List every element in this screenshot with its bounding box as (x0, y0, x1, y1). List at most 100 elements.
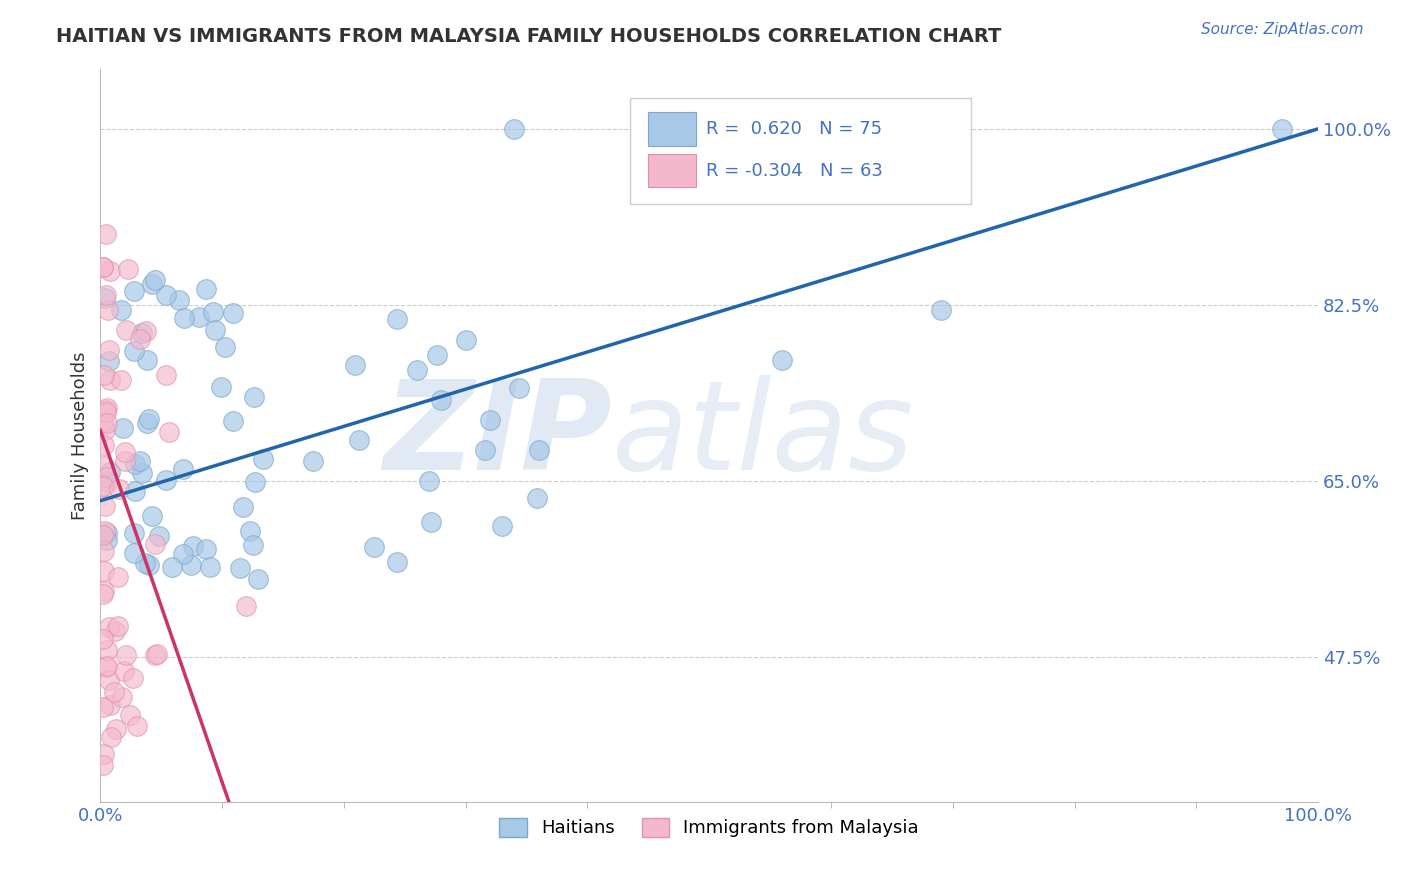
Point (155, 288, 177, 302)
Point (96, 475, 118, 489)
Text: ZIP: ZIP (382, 375, 612, 496)
Point (100, 730, 122, 744)
Point (160, 559, 183, 574)
Point (96, 288, 118, 302)
FancyBboxPatch shape (648, 112, 696, 145)
Point (122, 285, 145, 299)
Point (124, 484, 146, 499)
Point (131, 466, 153, 480)
Point (129, 454, 152, 468)
Point (97, 620, 120, 634)
Point (387, 312, 409, 326)
Point (112, 421, 135, 435)
Point (110, 302, 132, 317)
Point (122, 546, 145, 560)
Point (344, 358, 367, 372)
Point (508, 381, 530, 395)
Point (122, 525, 145, 540)
Point (138, 558, 160, 573)
Point (474, 442, 496, 457)
Point (243, 475, 266, 490)
Point (96, 533, 118, 548)
Point (406, 363, 429, 377)
Point (135, 324, 157, 338)
Point (141, 277, 163, 291)
Point (527, 443, 550, 458)
Point (131, 326, 153, 340)
Point (122, 344, 145, 359)
Point (134, 556, 156, 570)
FancyBboxPatch shape (630, 98, 972, 204)
Point (138, 411, 160, 425)
Point (243, 390, 266, 404)
Point (301, 454, 323, 468)
Point (96, 227, 118, 242)
Point (136, 416, 159, 430)
Point (96, 405, 118, 419)
Point (141, 509, 163, 524)
Point (235, 599, 257, 614)
Point (97, 302, 120, 317)
Point (1271, 121, 1294, 136)
Point (146, 647, 169, 661)
Point (91, 528, 114, 542)
Point (94, 291, 117, 305)
Point (96, 525, 118, 540)
Point (117, 261, 139, 276)
Point (180, 558, 202, 573)
Point (363, 540, 385, 554)
Point (418, 474, 440, 488)
Point (385, 555, 408, 569)
Point (242, 538, 264, 552)
Point (91, 479, 114, 493)
Point (172, 547, 194, 561)
Point (91, 260, 114, 274)
FancyBboxPatch shape (648, 153, 696, 187)
Point (93, 458, 115, 473)
Point (91, 587, 114, 601)
Point (232, 500, 254, 515)
Text: HAITIAN VS IMMIGRANTS FROM MALAYSIA FAMILY HOUSEHOLDS CORRELATION CHART: HAITIAN VS IMMIGRANTS FROM MALAYSIA FAMI… (56, 27, 1001, 45)
Point (247, 573, 270, 587)
Point (94, 499, 117, 513)
Point (143, 273, 166, 287)
Point (104, 624, 127, 639)
Point (420, 515, 443, 529)
Point (96, 643, 118, 657)
Point (91, 758, 114, 772)
Point (93, 564, 115, 578)
Point (195, 542, 218, 557)
Point (91, 415, 114, 429)
Point (222, 306, 245, 320)
Point (430, 393, 453, 408)
Point (201, 305, 224, 319)
Point (143, 648, 166, 662)
Point (204, 322, 226, 336)
Point (222, 414, 245, 428)
Point (526, 491, 548, 505)
Point (96, 658, 118, 673)
Point (454, 333, 477, 347)
Point (114, 648, 136, 662)
Point (172, 462, 194, 476)
Point (97, 673, 120, 688)
Text: R = -0.304   N = 63: R = -0.304 N = 63 (706, 161, 883, 179)
Point (104, 723, 127, 737)
Point (91, 700, 114, 714)
Y-axis label: Family Households: Family Households (72, 351, 89, 520)
Point (94, 659, 117, 673)
Point (96, 401, 118, 415)
Point (770, 353, 793, 368)
Point (173, 311, 195, 326)
Point (120, 708, 142, 723)
Point (93, 544, 115, 558)
Point (155, 473, 177, 487)
Point (93, 438, 115, 452)
Point (111, 690, 134, 705)
Point (167, 293, 190, 308)
Point (157, 425, 180, 440)
Point (93, 747, 115, 762)
Point (187, 310, 209, 324)
Point (155, 368, 177, 382)
Point (479, 413, 502, 427)
